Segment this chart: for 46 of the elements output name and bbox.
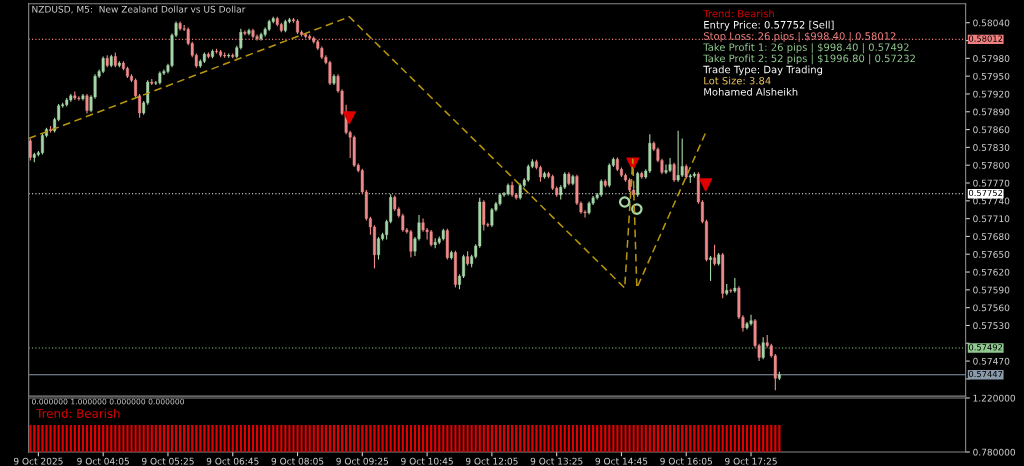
annotation: Trend: Bearish (703, 9, 774, 18)
x-tick-label: 9 Oct 04:05 (77, 457, 129, 465)
y-tick-label: 0.57890 (973, 108, 1010, 116)
annotation: Trade Type: Day Trading (703, 65, 823, 76)
x-tick-label: 9 Oct 14:45 (595, 457, 648, 465)
annotation: Mohamed Alsheikh (704, 87, 798, 96)
x-tick-label: 9 Oct 16:05 (660, 457, 713, 465)
x-tick-label: 9 Oct 12:05 (465, 457, 518, 465)
x-tick-label: 9 Oct 08:05 (271, 457, 324, 465)
annotation: Stop Loss: 26 pips | $998.40 | 0.58012 (703, 31, 896, 42)
ref-line-label: 0.57447 (968, 370, 1003, 378)
y-tick-label: 0.57950 (973, 72, 1010, 80)
annotation: Take Profit 2: 52 pips | $1996.80 | 0.57232 (703, 54, 915, 65)
chart-title: NZDUSD, M5: New Zealand Dollar vs US Dollar (32, 5, 246, 14)
y-tick-label: 0.57530 (973, 322, 1010, 330)
x-tick-label: 9 Oct 13:25 (530, 457, 583, 465)
y-tick-label: 0.57920 (973, 90, 1010, 98)
y-tick-label: 0.57860 (973, 126, 1010, 134)
ref-line-label: 0.57492 (968, 344, 1003, 351)
y-tick-label: 0.57800 (973, 161, 1010, 169)
y-tick-label: 1.220000 (973, 394, 1016, 402)
x-tick-label: 9 Oct 10:45 (401, 457, 453, 465)
y-tick-label: 0.57740 (973, 197, 1010, 205)
x-tick-label: 9 Oct 17:25 (725, 457, 777, 465)
y-tick-label: 0.57590 (973, 286, 1010, 294)
ref-line-label: 0.58012 (968, 35, 1003, 42)
y-tick-label: 0.58040 (973, 19, 1010, 27)
annotation: Take Profit 1: 26 pips | $998.40 | 0.57492 (703, 43, 909, 54)
y-tick-label: 0.57710 (973, 215, 1010, 223)
x-tick-label: 9 Oct 06:45 (206, 457, 259, 465)
annotation: Lot Size: 3.84 (704, 76, 771, 85)
y-tick-label: 0.57980 (973, 55, 1010, 62)
annotation: Trend: Bearish (36, 408, 120, 418)
y-tick-label: 0.57770 (973, 179, 1010, 187)
y-tick-label: 0.57830 (973, 144, 1010, 151)
x-tick-label: 9 Oct 2025 (13, 457, 63, 465)
ref-line-label: 0.57752 (968, 189, 1003, 197)
y-tick-label: 0.57470 (973, 357, 1010, 365)
x-tick-label: 9 Oct 05:25 (141, 457, 194, 465)
y-tick-label: 0.780000 (973, 448, 1016, 456)
annotation: Entry Price: 0.57752 [Sell] (704, 20, 834, 31)
y-tick-label: 0.57620 (973, 268, 1010, 276)
x-tick-label: 9 Oct 09:25 (336, 457, 389, 465)
y-tick-label: 0.57680 (973, 233, 1010, 240)
y-tick-label: 0.57560 (973, 304, 1010, 312)
y-tick-label: 0.57650 (973, 250, 1010, 258)
